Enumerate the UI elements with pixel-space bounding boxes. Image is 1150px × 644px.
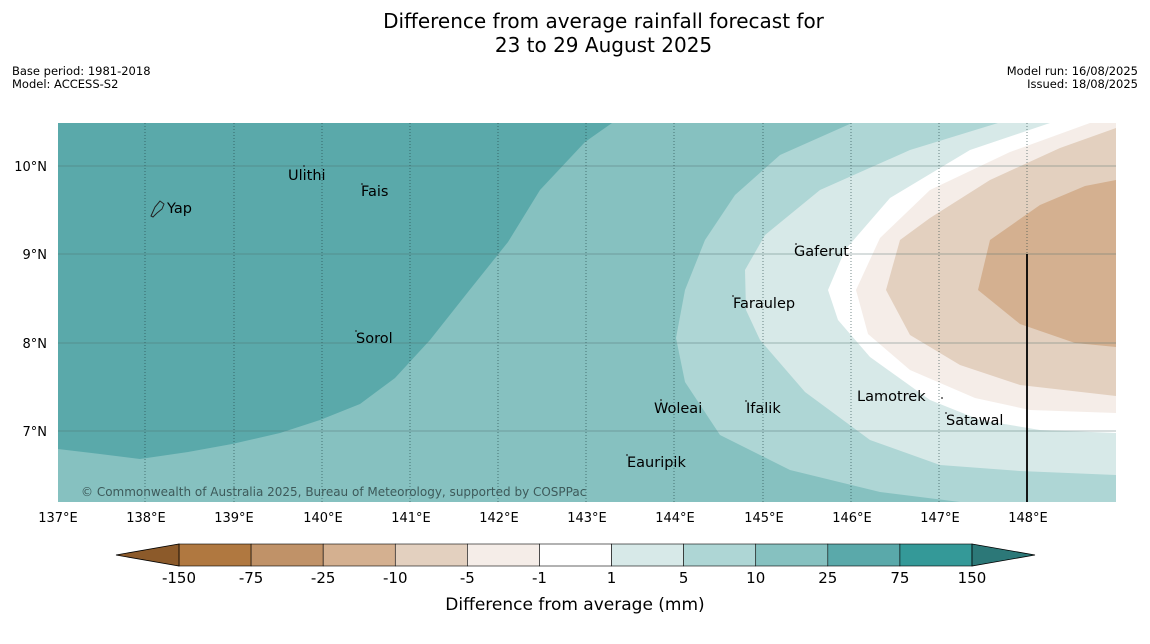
colorbar-cell: [539, 543, 612, 567]
place-faraulep: Faraulep: [733, 296, 795, 312]
colorbar-cell: [250, 543, 324, 567]
lon-label-137e: 137°E: [38, 511, 78, 526]
place-yap: Yap: [166, 201, 192, 217]
lat-label-7n: 7°N: [23, 425, 48, 440]
map-title: Difference from average rainfall forecas…: [0, 9, 1150, 57]
colorbar-tick-label: -150: [162, 569, 196, 587]
lon-label-143e: 143°E: [567, 511, 607, 526]
title-line-1: Difference from average rainfall forecas…: [383, 9, 824, 33]
colorbar-cell: [755, 543, 829, 567]
lon-label-145e: 145°E: [744, 511, 784, 526]
yap-island-outline: [150, 200, 165, 218]
lon-label-147e: 147°E: [920, 511, 960, 526]
lon-label-144e: 144°E: [655, 511, 695, 526]
place-woleai: Woleai: [654, 401, 702, 417]
colorbar-cell: [683, 543, 757, 567]
colorbar-tick-label: -75: [239, 569, 264, 587]
place-sorol: Sorol: [356, 331, 393, 347]
colorbar-tick-label: 150: [958, 569, 987, 587]
colorbar-cell: [178, 543, 252, 567]
lon-label-139e: 139°E: [214, 511, 254, 526]
colorbar-tick-label: -5: [460, 569, 475, 587]
colorbar: -150 -75 -25 -10 -5 -1 1 5 10 25 75 150 Difference …: [115, 543, 1036, 615]
colorbar-cells: [178, 543, 973, 567]
colorbar-tick-label: 75: [890, 569, 909, 587]
meta-right: Model run: 16/08/2025 Issued: 18/08/2025: [1007, 65, 1138, 91]
place-ifalik: Ifalik: [746, 401, 781, 417]
colorbar-tick-label: 1: [607, 569, 617, 587]
place-satawal: Satawal: [946, 413, 1003, 429]
place-eauripik: Eauripik: [627, 455, 686, 471]
colorbar-cell: [611, 543, 684, 567]
title-line-2: 23 to 29 August 2025: [494, 33, 713, 57]
lon-label-142e: 142°E: [479, 511, 519, 526]
place-ulithi: Ulithi: [288, 168, 326, 184]
place-lamotrek: Lamotrek: [857, 389, 926, 405]
place-fais: Fais: [361, 184, 388, 200]
longitude-labels: 137°E 138°E 139°E 140°E 141°E 142°E 143°…: [38, 511, 1048, 526]
colorbar-cell: [899, 543, 973, 567]
lat-label-8n: 8°N: [23, 337, 48, 352]
colorbar-cell: [827, 543, 901, 567]
rainfall-map: © Commonwealth of Australia 2025, Bureau…: [58, 123, 1116, 502]
colorbar-cell: [394, 543, 468, 567]
colorbar-cell: [467, 543, 540, 567]
band-minus-10: [978, 180, 1116, 347]
place-gaferut: Gaferut: [794, 244, 849, 260]
meta-left: Base period: 1981-2018 Model: ACCESS-S2: [12, 65, 151, 91]
lon-label-140e: 140°E: [303, 511, 343, 526]
island-markers: [303, 165, 947, 456]
model-name: Model: ACCESS-S2: [12, 77, 119, 91]
issued-date: Issued: 18/08/2025: [1027, 77, 1138, 91]
lon-label-148e: 148°E: [1008, 511, 1048, 526]
model-run: Model run: 16/08/2025: [1006, 64, 1138, 78]
lon-label-141e: 141°E: [391, 511, 431, 526]
colorbar-ticks: -150 -75 -25 -10 -5 -1 1 5 10 25 75 150: [162, 569, 986, 587]
lat-label-9n: 9°N: [23, 248, 48, 263]
copyright-notice: © Commonwealth of Australia 2025, Bureau…: [81, 485, 586, 499]
latitude-gridlines: [58, 165, 1116, 432]
lon-label-146e: 146°E: [832, 511, 872, 526]
latitude-labels: 10°N 9°N 8°N 7°N: [14, 160, 47, 440]
lat-label-10n: 10°N: [14, 160, 47, 175]
colorbar-tick-label: -1: [532, 569, 547, 587]
colorbar-tick-label: -10: [383, 569, 408, 587]
base-period: Base period: 1981-2018: [12, 64, 151, 78]
colorbar-tick-label: 5: [679, 569, 689, 587]
colorbar-title: Difference from average (mm): [445, 595, 704, 615]
colorbar-left-arrow: [115, 543, 180, 567]
colorbar-tick-label: -25: [311, 569, 336, 587]
colorbar-cell: [322, 543, 396, 567]
colorbar-right-arrow: [971, 543, 1036, 567]
colorbar-tick-label: 25: [818, 569, 837, 587]
place-labels: Ulithi Fais Yap Gaferut Faraulep Sorol L…: [166, 168, 1003, 471]
colorbar-tick-label: 10: [746, 569, 765, 587]
lon-label-138e: 138°E: [126, 511, 166, 526]
